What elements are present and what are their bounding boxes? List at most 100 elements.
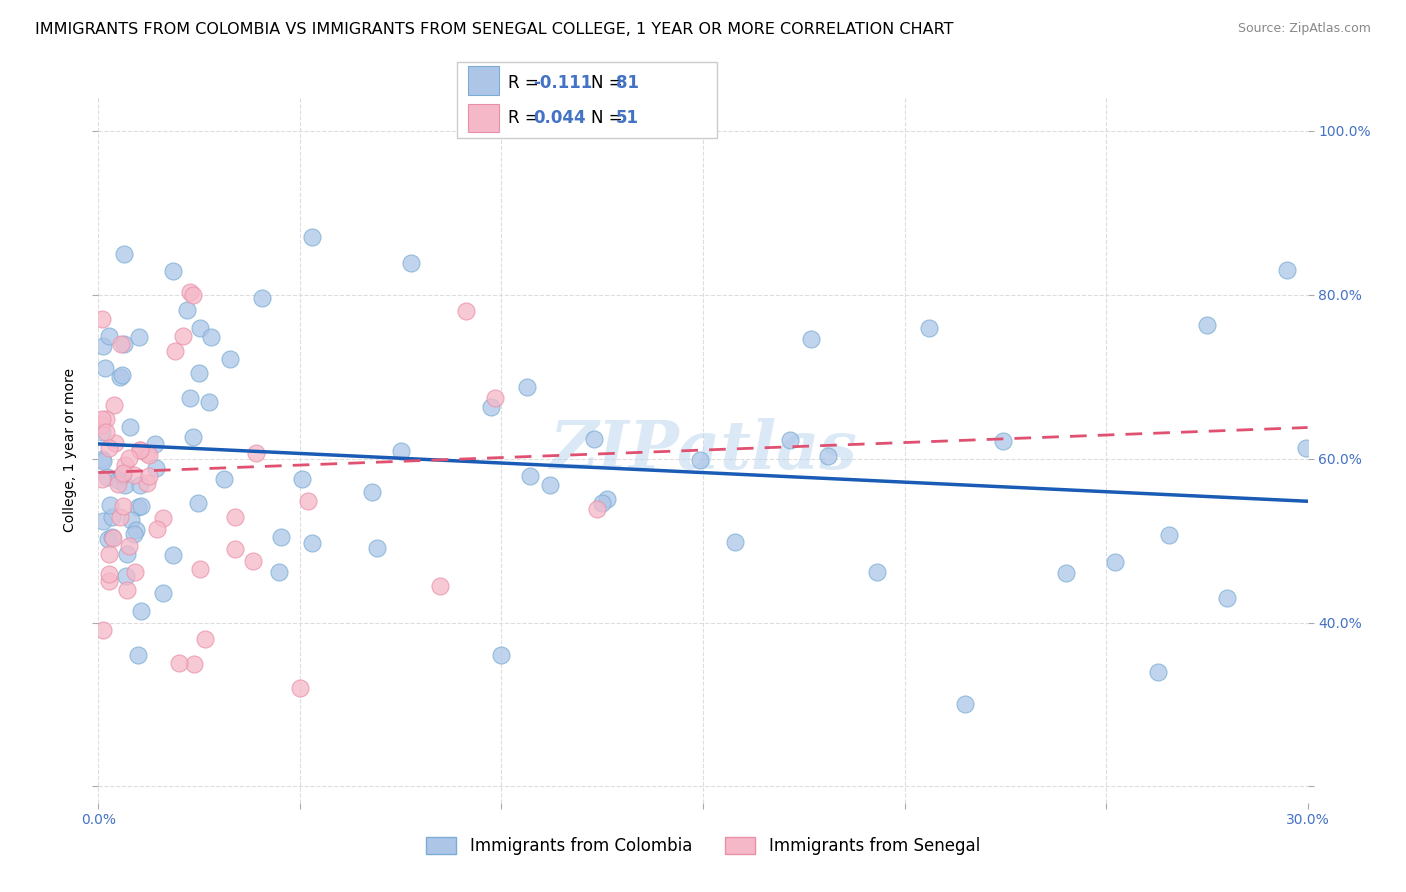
Point [179,391,201,405]
Point [187,496,209,510]
Point [301,230,323,244]
Point [94,412,117,426]
Point [100,498,122,512]
Point [110,369,132,384]
Point [190,562,212,576]
Point [128,478,150,492]
Point [297,493,319,508]
Point [1197,318,1219,333]
Point [97,547,120,561]
Point [366,541,388,555]
Point [94,361,117,376]
Point [110,467,132,482]
Point [250,292,273,306]
Point [1277,263,1299,277]
Point [143,437,166,451]
Point [101,509,124,524]
Text: ZIPatlas: ZIPatlas [550,418,856,483]
Point [162,264,184,278]
Point [91,623,114,637]
Point [1054,566,1077,581]
Point [115,582,138,597]
Text: R =: R = [508,74,544,92]
Text: 81: 81 [616,74,638,92]
Point [91,412,114,426]
Point [129,604,152,618]
Point [245,446,267,460]
Text: N =: N = [591,109,627,127]
Point [112,466,135,480]
Text: IMMIGRANTS FROM COLOMBIA VS IMMIGRANTS FROM SENEGAL COLLEGE, 1 YEAR OR MORE CORR: IMMIGRANTS FROM COLOMBIA VS IMMIGRANTS F… [35,22,953,37]
Point [136,446,159,460]
Point [596,491,619,506]
Point [97,441,120,455]
Point [97,574,120,588]
Point [169,656,191,670]
Point [112,336,135,351]
Point [107,473,129,487]
Point [118,539,141,553]
Point [779,433,801,447]
Point [172,328,194,343]
Point [224,510,246,524]
Point [1295,441,1317,455]
Point [129,442,152,457]
Point [188,366,211,380]
Point [138,448,160,462]
Point [179,285,201,299]
Point [181,288,204,302]
Text: -0.111: -0.111 [533,74,592,92]
Point [800,332,823,346]
Point [108,510,131,524]
Point [194,632,217,646]
Point [516,380,538,394]
Point [585,502,607,516]
Point [918,321,941,335]
Point [181,430,204,444]
Point [288,681,311,695]
Point [145,461,167,475]
Point [163,344,186,359]
Point [93,453,115,467]
Point [1157,528,1180,542]
Point [91,514,114,528]
Point [291,472,314,486]
Point [212,471,235,485]
Text: N =: N = [591,74,627,92]
Point [1147,665,1170,680]
Text: 51: 51 [616,109,638,127]
Point [188,321,211,335]
Point [120,513,142,527]
Point [146,522,169,536]
Point [361,484,384,499]
Point [122,468,145,483]
Legend: Immigrants from Colombia, Immigrants from Senegal: Immigrants from Colombia, Immigrants fro… [419,830,987,862]
Point [128,330,150,344]
Point [114,569,136,583]
Point [91,472,114,486]
Point [270,530,292,544]
Point [112,247,135,261]
Point [107,477,129,491]
Point [138,468,160,483]
Point [91,312,114,326]
Point [127,648,149,663]
Point [97,567,120,582]
Point [242,553,264,567]
Point [91,451,114,466]
Point [401,255,423,269]
Point [267,565,290,579]
Point [583,432,606,446]
Point [129,500,152,514]
Point [114,458,136,473]
Point [118,450,141,465]
Point [301,535,323,549]
Point [724,535,747,549]
Point [136,475,159,490]
Point [103,398,125,412]
Point [96,425,118,440]
Point [91,339,114,353]
Point [484,392,506,406]
Point [162,548,184,562]
Point [1216,591,1239,605]
